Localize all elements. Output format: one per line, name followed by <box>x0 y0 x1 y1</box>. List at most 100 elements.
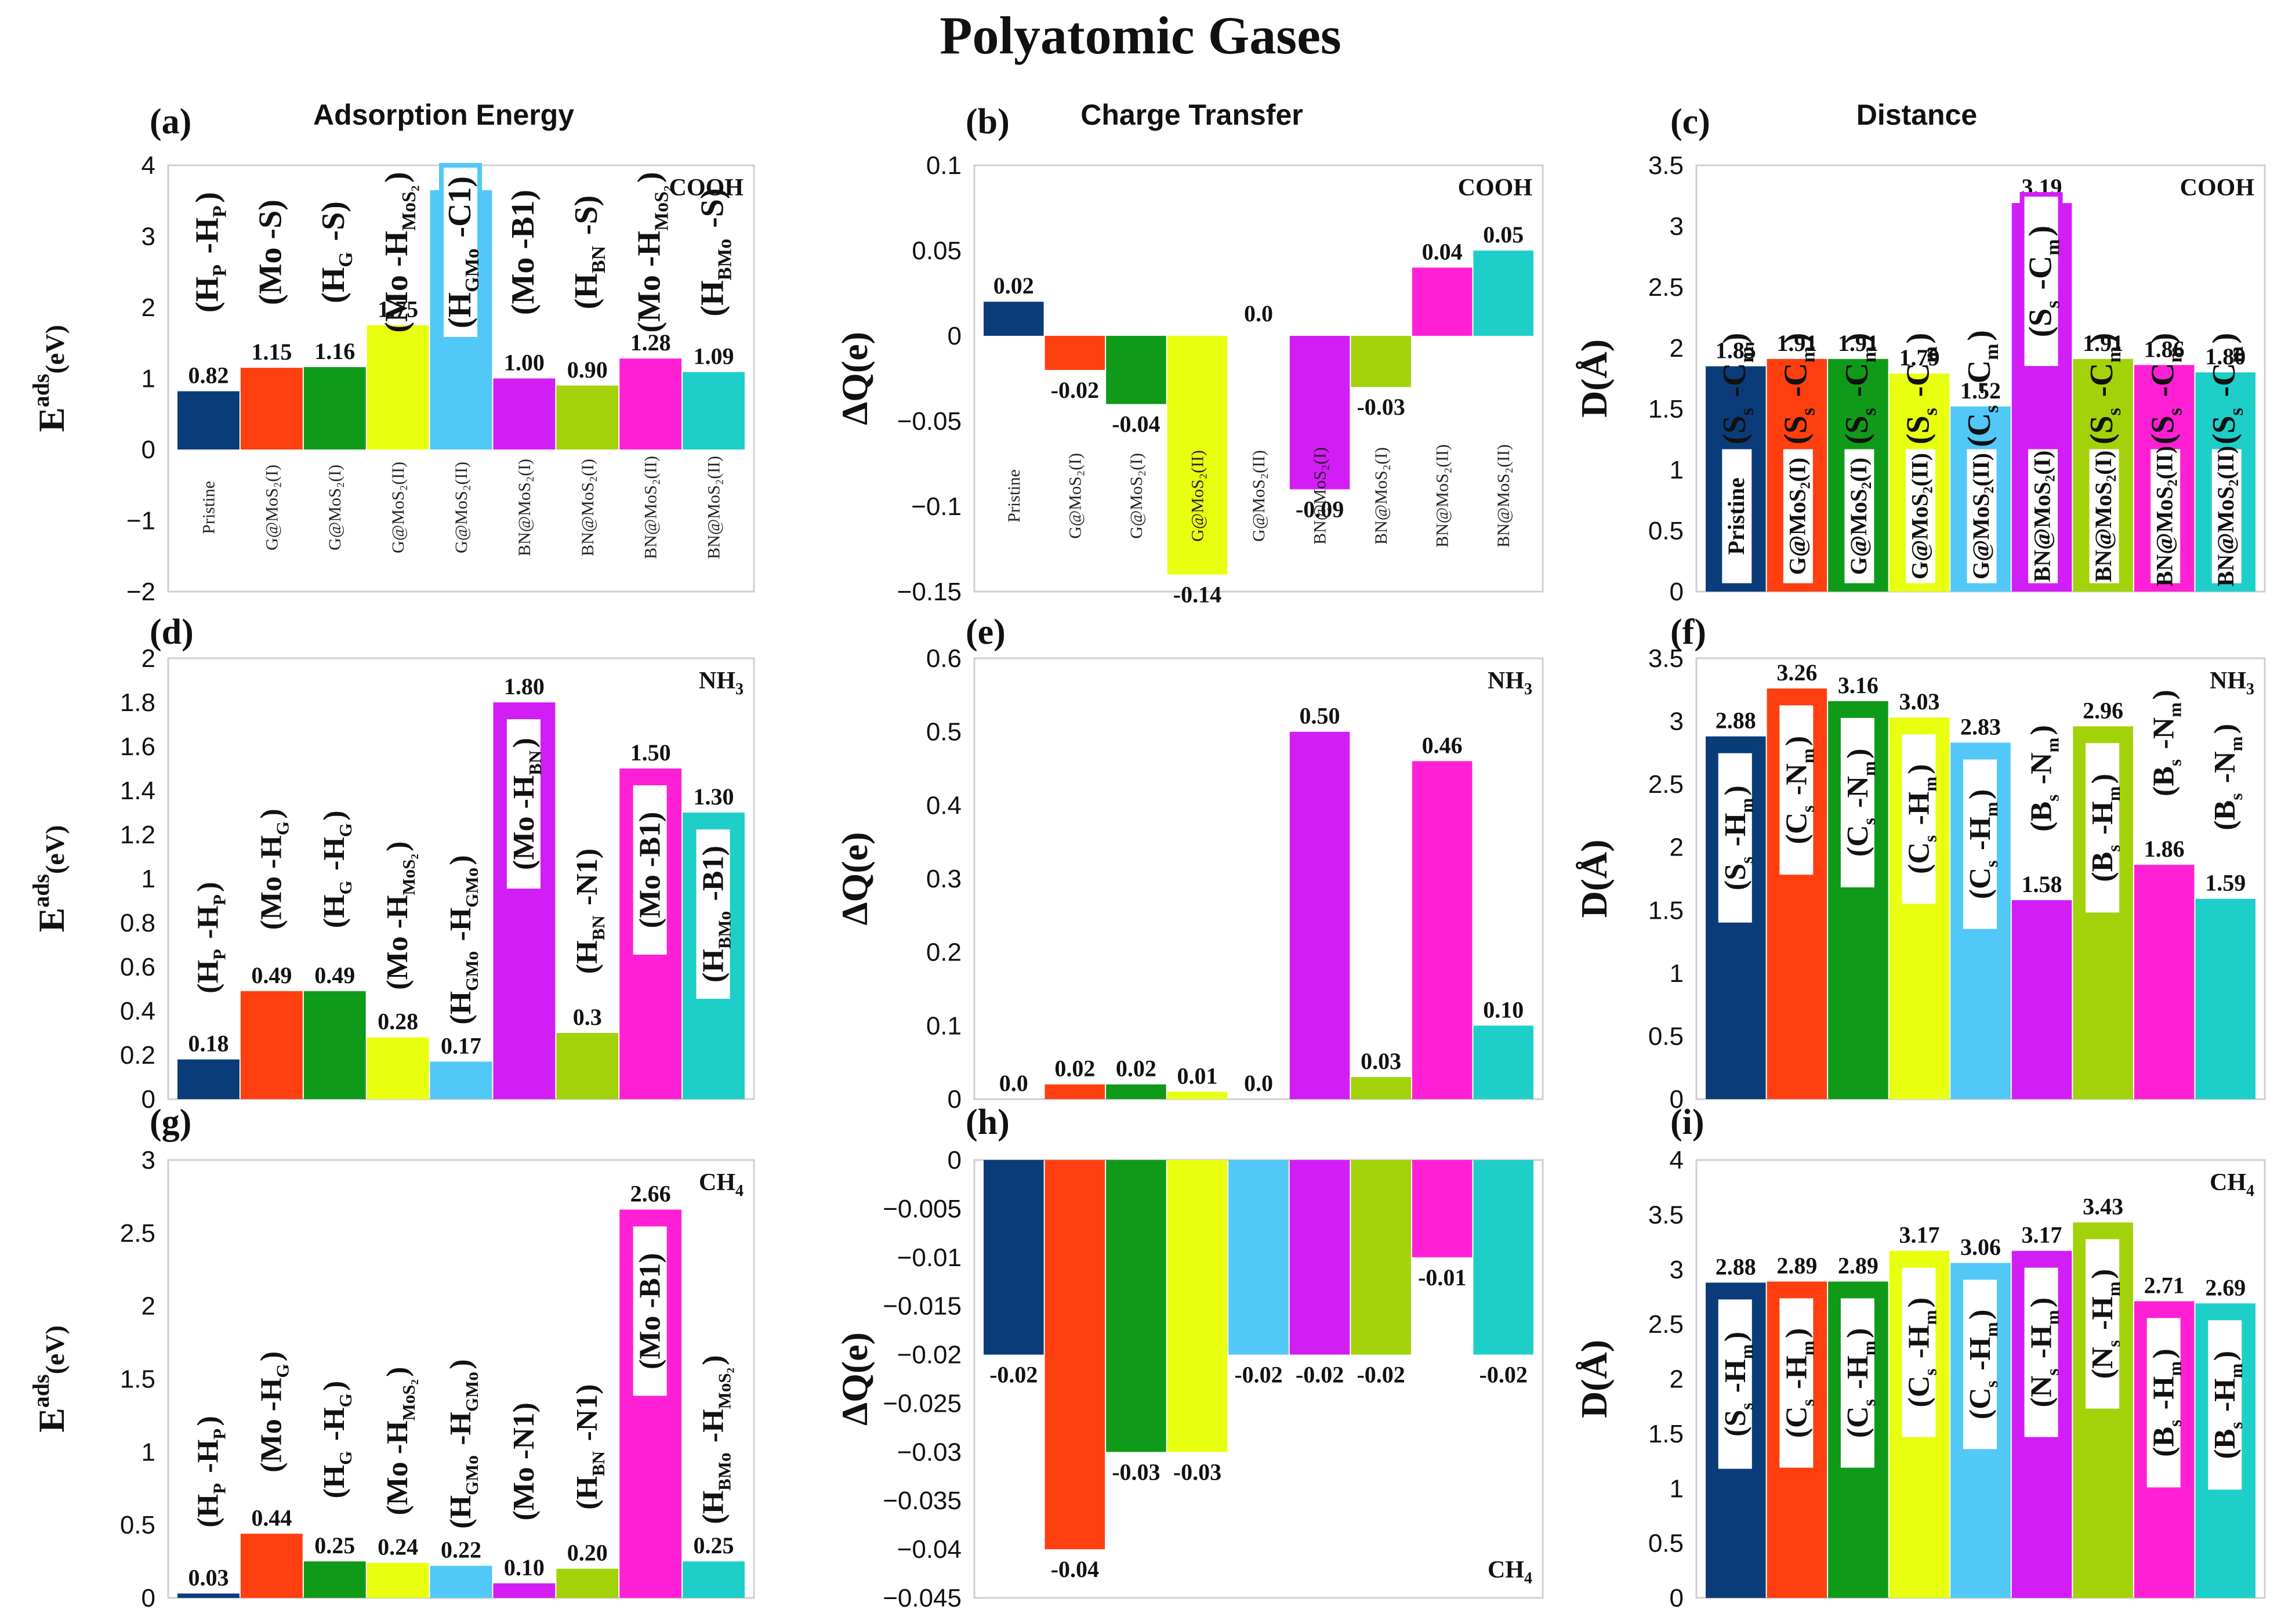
site-group: (Cs -Cm ) <box>1961 330 2003 447</box>
site-group: (Mo -B1) <box>505 190 541 315</box>
category-label: G@MoS₂(II) <box>1188 450 1207 542</box>
site-label: (Ss -Cm ) <box>1839 333 1880 445</box>
y-tick-label: −0.04 <box>897 1535 962 1564</box>
gas-label: NH3 <box>2210 668 2254 698</box>
site-group: (Mo -N1) <box>507 1402 541 1521</box>
site-label: (Ss -Cm ) <box>1717 333 1758 445</box>
site-label: (Bs -Hm ) <box>2086 774 2124 882</box>
gas-label: NH3 <box>1488 668 1532 698</box>
bar-value-label: 1.52 <box>1960 378 2001 404</box>
y-tick-label: 1.5 <box>1648 1420 1684 1448</box>
bar-value-label: 3.17 <box>1899 1222 1939 1248</box>
category-label: G@MoS₂(II) <box>1968 453 1994 579</box>
site-label: (HBMo -HMoS₂ ) <box>697 1355 735 1524</box>
bar-value-label: 3.17 <box>2022 1222 2062 1248</box>
plot-frame <box>973 164 1544 593</box>
category-box <box>2025 446 2061 586</box>
site-group: (Ns -Hm ) <box>2081 1234 2124 1413</box>
site-group: (Ss -Cm ) <box>1778 333 1819 445</box>
y-tick-label: 0.5 <box>1648 517 1684 545</box>
gas-label: COOH <box>2180 175 2254 201</box>
y-tick-label: 0.4 <box>120 997 155 1025</box>
y-tick-label: 1 <box>1670 959 1684 988</box>
site-box <box>1897 1263 1941 1442</box>
site-label: (Mo -S) <box>252 200 288 305</box>
bar-value-label: 1.15 <box>251 339 292 365</box>
y-tick-label: 0.1 <box>926 1012 962 1040</box>
site-group: (Ss -Cm ) <box>2019 192 2064 371</box>
bar-value-label: -0.04 <box>1051 1556 1099 1582</box>
category-box <box>1841 446 1877 586</box>
bar <box>556 1033 619 1099</box>
site-label: (Ss -Cm ) <box>2145 333 2186 445</box>
panel-label: (f) <box>1670 612 1706 652</box>
y-tick-label: −0.02 <box>897 1341 962 1369</box>
bar-value-label: 0.10 <box>1483 996 1524 1023</box>
category-group: BN@MoS₂(I) <box>2086 446 2122 586</box>
bar-value-label: 2.69 <box>2205 1274 2246 1300</box>
site-group: (Bs -Nm ) <box>2025 725 2063 832</box>
site-label: (Ss -Hm ) <box>1719 1332 1757 1437</box>
site-box <box>2019 192 2063 371</box>
bar-value-label: 3.16 <box>1838 672 1879 698</box>
site-group: (HP -HP ) <box>189 192 230 313</box>
bar-value-label: 0.3 <box>573 1004 602 1030</box>
bar-value-label: 0.0 <box>1244 1070 1273 1096</box>
category-box <box>1719 446 1755 586</box>
site-label: (Mo -HMoS₂ ) <box>381 842 419 990</box>
panel-label: (g) <box>150 1103 191 1142</box>
site-group: (HBN -N1) <box>571 1384 608 1509</box>
site-group: (Mo -HG ) <box>255 1351 292 1473</box>
panel-label: (e) <box>966 612 1006 652</box>
bar-value-label: 0.25 <box>314 1532 355 1558</box>
y-tick-label: 1.6 <box>120 733 155 761</box>
y-tick-label: 2 <box>142 293 155 322</box>
site-group: (HG -HG ) <box>318 810 356 928</box>
site-group: (Cs -Nm ) <box>1775 701 1818 880</box>
y-tick-label: 2 <box>1670 833 1684 862</box>
chart-d: 0 0.2 0.4 0.6 0.8 1 1.2 1.4 1.6 1.8 2 Eads(eV) (d) NH… <box>28 612 755 1114</box>
bar <box>1289 336 1350 490</box>
bar-value-label: 0.46 <box>1422 732 1463 758</box>
bar-value-label: -0.09 <box>1296 496 1344 523</box>
category-group: G@MoS₂(I) <box>1841 446 1877 586</box>
category-label: BN@MoS₂(II) <box>2213 446 2239 587</box>
bar-value-label: 1.79 <box>1899 345 1939 371</box>
gas-label: CH4 <box>699 1169 744 1200</box>
panel-label: (b) <box>966 102 1010 142</box>
category-label: G@MoS₂(II) <box>452 462 471 553</box>
site-group: (Cs -Hm ) <box>1775 1293 1818 1473</box>
bar <box>240 368 303 449</box>
y-tick-label: 0 <box>142 436 155 464</box>
bar <box>1289 731 1350 1099</box>
bar-value-label: -0.01 <box>1418 1264 1466 1290</box>
chart-a: −2 −1 0 1 2 3 4 Eads(eV) (a) Adsorption Energy COO… <box>28 99 755 606</box>
category-group: BN@MoS₂(II) <box>2209 446 2244 587</box>
site-label: (Cs -Hm ) <box>1841 1328 1879 1438</box>
y-tick-label: 2.5 <box>1648 273 1684 302</box>
bar <box>1045 1160 1105 1550</box>
bar <box>430 1061 492 1099</box>
bar <box>430 1565 492 1598</box>
panel-label: (i) <box>1670 1103 1705 1142</box>
y-tick-label: 1.5 <box>120 1365 155 1394</box>
bar <box>1473 1160 1533 1355</box>
site-group: (HG -S) <box>316 201 357 303</box>
gas-label: NH3 <box>699 668 744 698</box>
bar-value-label: 0.50 <box>1300 703 1340 729</box>
site-label: (Ns -Hm ) <box>2025 1297 2063 1408</box>
y-tick-label: 2.5 <box>1648 1310 1684 1339</box>
site-label: (HBMo -B1) <box>697 846 735 983</box>
site-group: (Ns -Hm ) <box>2019 1263 2063 1442</box>
y-tick-label: 2.5 <box>120 1219 155 1248</box>
site-label: (Mo -B1) <box>634 1253 667 1369</box>
panel-heading: Charge Transfer <box>1080 99 1303 131</box>
bar <box>177 1059 240 1099</box>
y-tick-label: 1 <box>1670 456 1684 484</box>
site-group: (Mo -HBN ) <box>502 715 545 893</box>
site-group: (Cs -Hm ) <box>1836 1293 1879 1473</box>
bar <box>1167 1092 1228 1099</box>
y-tick-label: 0 <box>142 1085 155 1114</box>
site-group: (Ss -Cm ) <box>2084 333 2125 445</box>
